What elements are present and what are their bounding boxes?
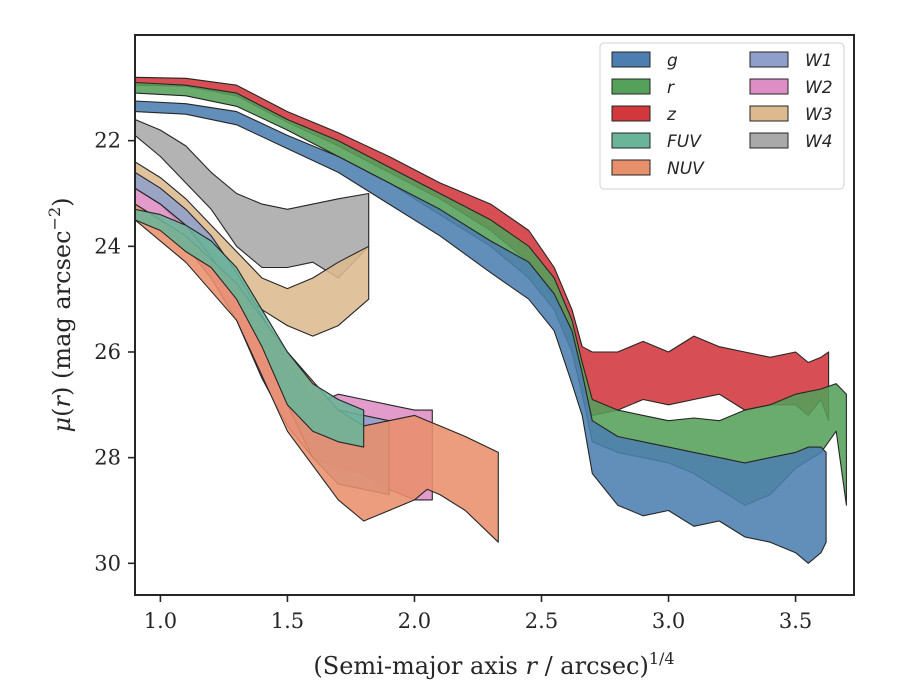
x-axis-label: (Semi-major axis r / arcsec)1/4 [313, 649, 674, 680]
y-axis: 22 24 26 28 30 [94, 129, 135, 575]
legend-label-w1: W1 [805, 51, 833, 71]
legend-swatch-w2 [749, 78, 789, 95]
y-tick-label: 28 [94, 446, 121, 470]
x-tick-label: 2.0 [398, 609, 431, 633]
y-tick-label: 26 [94, 340, 121, 364]
legend-label-fuv: FUV [667, 132, 702, 152]
legend-label-z: z [666, 105, 677, 125]
legend-swatch-w3 [749, 105, 789, 122]
x-tick-label: 3.0 [652, 609, 685, 633]
y-tick-label: 24 [94, 234, 121, 258]
y-axis-label: μ(r) (mag arcsec−2) [45, 197, 76, 432]
band-fuv [135, 208, 365, 448]
legend-swatch-r [611, 78, 651, 95]
x-tick-label: 2.5 [525, 609, 558, 633]
legend-swatch-nuv [611, 159, 651, 176]
band-g [135, 100, 827, 564]
legend-label-w4: W4 [805, 132, 833, 152]
legend-label-nuv: NUV [667, 159, 705, 179]
legend-label-g: g [667, 51, 678, 71]
legend-swatch-z [611, 105, 651, 122]
legend-swatch-w4 [749, 132, 789, 149]
y-tick-label: 30 [94, 551, 121, 575]
y-tick-label: 22 [94, 129, 121, 153]
legend-swatch-fuv [611, 132, 651, 149]
legend-label-w3: W3 [805, 105, 833, 125]
x-tick-label: 3.5 [779, 609, 812, 633]
legend-label-w2: W2 [805, 78, 833, 98]
legend-swatch-w1 [749, 51, 789, 68]
legend: grz FUV NUV W1 W2 W3 W4 [599, 42, 845, 190]
legend-label-r: r [667, 78, 675, 98]
series-areas [135, 76, 847, 564]
x-tick-label: 1.0 [144, 609, 177, 633]
x-axis: 1.0 1.5 2.0 2.5 3.0 3.5 [144, 595, 812, 633]
plot-frame [134, 34, 855, 596]
x-tick-label: 1.5 [271, 609, 304, 633]
legend-swatch-g [611, 51, 651, 68]
